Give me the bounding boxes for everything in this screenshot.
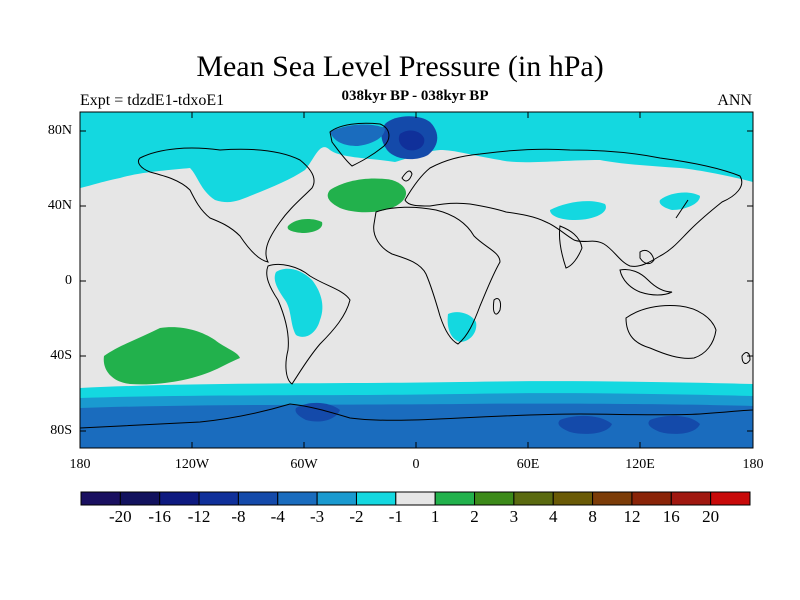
lon-label-60w: 60W xyxy=(290,457,318,472)
contour-natl-green xyxy=(327,178,407,213)
colorbar-swatch xyxy=(434,491,476,506)
chart-title: Mean Sea Level Pressure (in hPa) xyxy=(196,50,604,83)
colorbar-swatch xyxy=(710,491,751,506)
colorbar-swatch xyxy=(592,491,633,506)
colorbar-swatch xyxy=(631,491,672,506)
colorbar-swatch xyxy=(159,491,200,506)
lon-label-180e: 180 xyxy=(742,457,764,472)
lat-label-80n: 80N xyxy=(47,123,72,138)
coastlines xyxy=(80,122,753,429)
chart-subtitle: 038kyr BP - 038kyr BP xyxy=(341,88,489,104)
colorbar-swatch xyxy=(355,491,397,506)
colorbar-swatch xyxy=(395,491,436,506)
contour-samerica-cyan xyxy=(274,268,323,337)
colorbar-tick-label: 2 xyxy=(470,507,479,526)
colorbar-tick-label: -20 xyxy=(109,507,132,526)
lon-label-120e: 120E xyxy=(625,457,655,472)
colorbar-tick-label: 12 xyxy=(623,507,641,526)
contour-greenland-darker xyxy=(398,130,425,151)
colorbar-swatch xyxy=(474,491,515,506)
colorbar-swatch xyxy=(277,491,318,506)
lat-label-40n: 40N xyxy=(47,198,72,213)
colorbar-tick-label: -3 xyxy=(310,507,325,526)
colorbar-swatch xyxy=(237,491,279,506)
lat-label-0: 0 xyxy=(65,273,72,288)
colorbar-tick-label: 4 xyxy=(548,507,558,526)
colorbar-tick-label: 1 xyxy=(430,507,440,526)
colorbar-tick-label: -16 xyxy=(148,507,172,526)
experiment-label: Expt = tdzdE1-tdxoE1 xyxy=(80,92,225,109)
contour-southern-deep-3 xyxy=(648,415,700,434)
contour-southern-deep-1 xyxy=(295,402,340,422)
colorbar-tick-label: 16 xyxy=(662,507,680,526)
contour-southern-deep-2 xyxy=(558,415,612,434)
colorbar-tick-label: -4 xyxy=(270,507,285,526)
colorbar-tick-label: -1 xyxy=(388,507,403,526)
colorbar-tick-label: 20 xyxy=(702,507,720,526)
colorbar-tick-label: -12 xyxy=(187,507,211,526)
lon-label-180w: 180 xyxy=(69,457,91,472)
lat-label-80s: 80S xyxy=(50,423,72,438)
colorbar-tick-label: -8 xyxy=(231,507,246,526)
colorbar-tick-label: 8 xyxy=(588,507,597,526)
colorbar-swatch xyxy=(670,491,712,506)
contour-asia-cyan xyxy=(550,201,606,220)
contour-himalaya-cyan xyxy=(659,192,700,210)
lon-label-60e: 60E xyxy=(516,457,540,472)
contour-natl-green-small xyxy=(287,218,323,233)
lon-label-120w: 120W xyxy=(174,457,210,472)
contour-arctic-sky xyxy=(330,124,385,146)
season-label: ANN xyxy=(717,92,752,109)
lon-label-0: 0 xyxy=(412,457,420,472)
colorbar-tick-label: 3 xyxy=(509,507,519,526)
colorbar-swatch xyxy=(119,491,161,506)
contour-arctic-cyan xyxy=(80,112,753,203)
colorbar-swatch xyxy=(513,491,554,506)
colorbar-swatch xyxy=(316,491,357,506)
colorbar-tick-label: -2 xyxy=(349,507,364,526)
lat-label-40s: 40S xyxy=(50,348,72,363)
axis-ticks xyxy=(79,112,754,448)
colorbar xyxy=(80,491,751,506)
contour-spac-green xyxy=(103,327,240,385)
colorbar-swatch xyxy=(198,491,239,506)
colorbar-swatch xyxy=(552,491,594,506)
colorbar-swatch xyxy=(80,491,121,506)
contour-safrica-cyan xyxy=(447,312,477,342)
